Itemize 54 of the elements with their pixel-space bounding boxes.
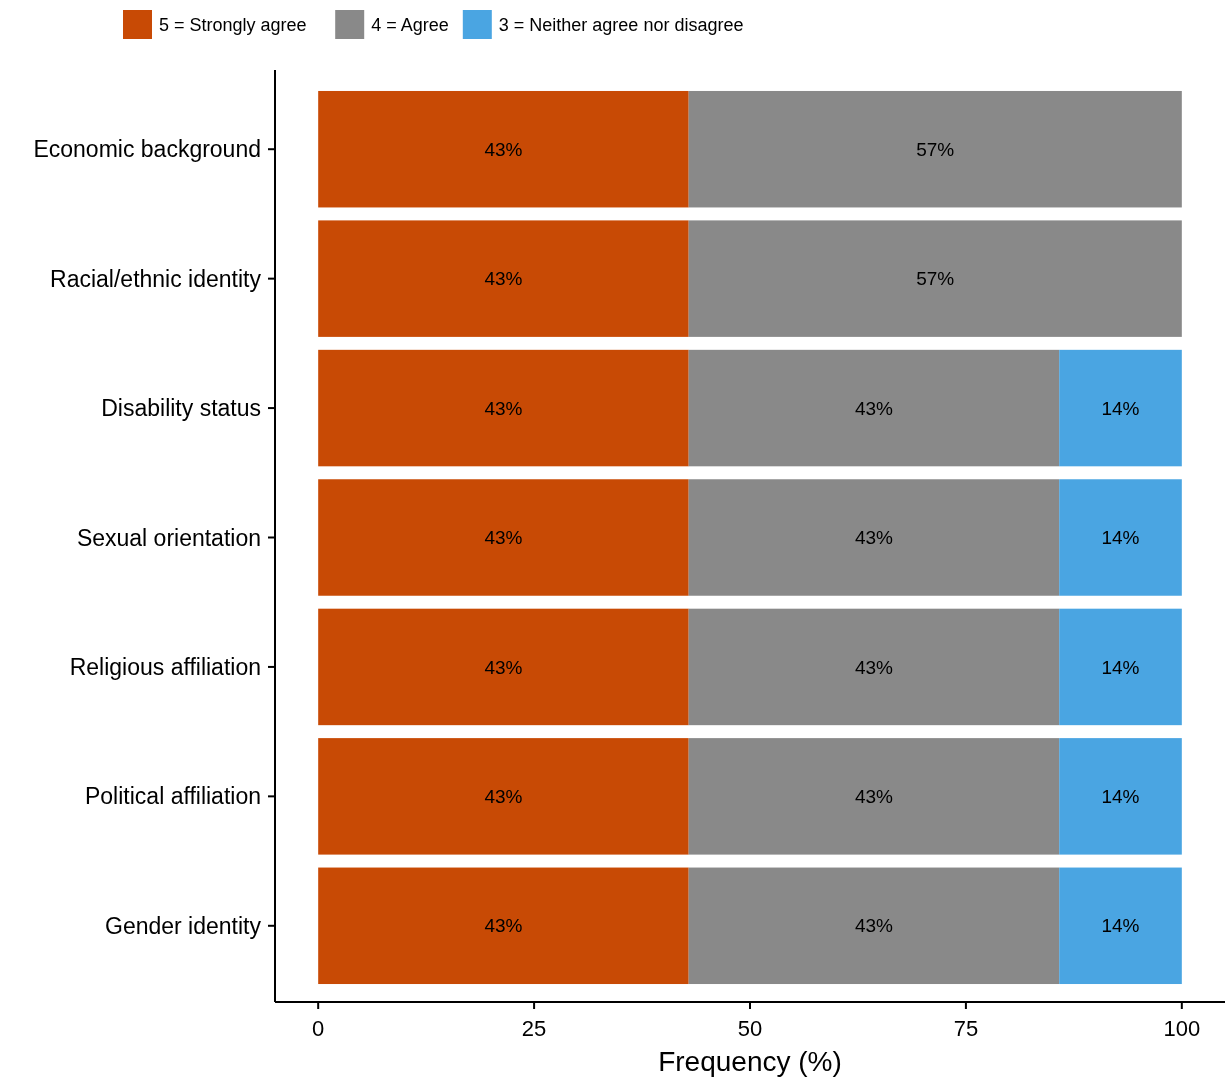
data-label: 43% (854, 915, 894, 937)
legend-label: 3 = Neither agree nor disagree (498, 15, 744, 36)
bar (318, 90, 689, 208)
bar (688, 738, 1060, 855)
data-label: 43% (484, 656, 523, 678)
bar (318, 349, 689, 467)
data-label: 43% (484, 138, 523, 160)
bar (688, 608, 1060, 726)
data-label: 14% (1101, 527, 1140, 549)
y-tick-label: Religious affiliation (69, 653, 261, 680)
data-label: 14% (1101, 397, 1140, 419)
bar (1059, 738, 1182, 855)
legend-label: 4 = Agree (371, 15, 449, 36)
data-label: 43% (854, 397, 894, 419)
bar (318, 608, 689, 726)
data-label: 14% (1101, 915, 1140, 937)
x-tick-label: 0 (312, 1015, 325, 1041)
y-tick-label: Economic background (33, 136, 261, 163)
data-label: 43% (854, 527, 894, 549)
data-label: 43% (854, 786, 894, 808)
bar (688, 349, 1060, 467)
x-tick-label: 50 (737, 1015, 763, 1041)
bar (318, 867, 689, 985)
data-label: 57% (916, 268, 955, 290)
legend-label: 5 = Strongly agree (159, 15, 307, 36)
data-label: 14% (1101, 656, 1140, 678)
bar (688, 220, 1182, 337)
bar (688, 479, 1060, 596)
y-tick-label: Gender identity (105, 912, 262, 939)
y-tick-label: Racial/ethnic identity (50, 265, 262, 292)
data-label: 43% (484, 915, 523, 937)
data-label: 43% (854, 656, 894, 678)
bar (318, 738, 689, 855)
x-tick-label: 100 (1163, 1015, 1201, 1041)
bar (318, 220, 689, 337)
data-label: 43% (484, 268, 523, 290)
data-label: 43% (484, 397, 523, 419)
data-label: 14% (1101, 786, 1140, 808)
bar (688, 90, 1182, 208)
y-tick-label: Disability status (101, 395, 261, 422)
bar (1059, 608, 1182, 726)
bar (1059, 479, 1182, 596)
x-tick-label: 75 (953, 1015, 979, 1041)
data-label: 43% (484, 786, 523, 808)
data-label: 43% (484, 527, 523, 549)
bar (1059, 867, 1182, 985)
x-tick-label: 25 (521, 1015, 547, 1041)
x-axis-title: Frequency (%) (658, 1045, 842, 1077)
data-label: 57% (916, 138, 955, 160)
bar (688, 867, 1060, 985)
bar (1059, 349, 1182, 467)
y-tick-label: Political affiliation (84, 783, 261, 810)
bar (318, 479, 689, 596)
y-tick-label: Sexual orientation (76, 524, 261, 551)
